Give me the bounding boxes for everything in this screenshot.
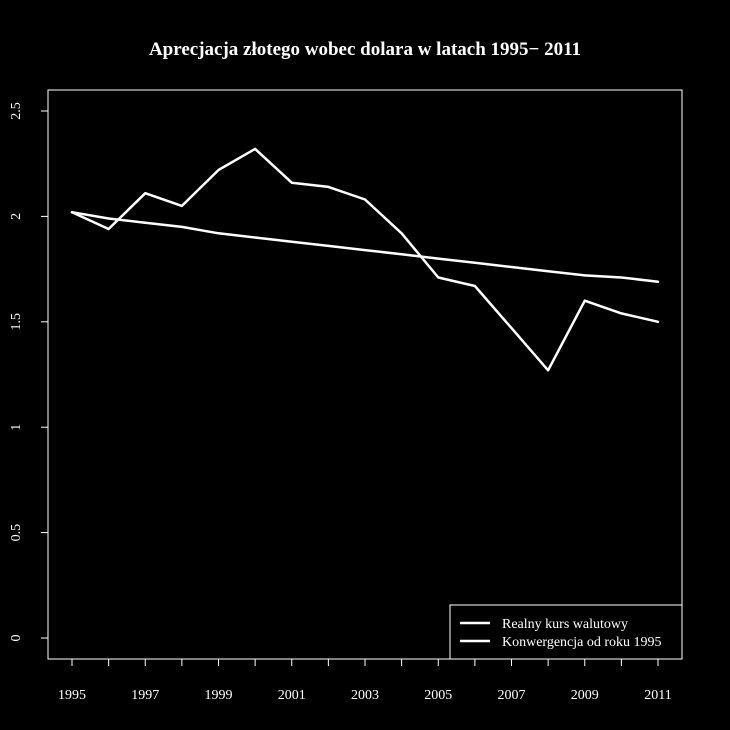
- x-tick-label: 2005: [424, 688, 452, 703]
- y-tick-label: 0: [9, 635, 24, 642]
- x-tick-label: 2009: [571, 688, 599, 703]
- x-tick-label: 1997: [131, 688, 159, 703]
- x-tick-label: 1999: [205, 688, 233, 703]
- y-tick-label: 2.5: [9, 102, 24, 120]
- y-tick-label: 2: [9, 213, 24, 220]
- y-tick-label: 1.5: [9, 313, 24, 331]
- series-layer: [70, 147, 660, 372]
- x-tick-label: 2011: [644, 688, 671, 703]
- series-line-konwergencja: [70, 210, 660, 283]
- y-tick-label: 0.5: [9, 524, 24, 542]
- x-tick-label: 2003: [351, 688, 379, 703]
- x-tick-label: 1995: [58, 688, 86, 703]
- y-axis: 0 0.5 1 1.5 2 2.5: [9, 102, 48, 642]
- y-tick-label: 1: [9, 424, 24, 431]
- series-line-realny-kurs: [70, 147, 660, 372]
- legend: Realny kurs walutowy Konwergencja od rok…: [449, 604, 683, 660]
- legend-box: [449, 604, 683, 660]
- legend-label-realny-kurs: Realny kurs walutowy: [502, 617, 628, 632]
- chart-title: Aprecjacja złotego wobec dolara w latach…: [149, 39, 581, 60]
- legend-label-konwergencja: Konwergencja od roku 1995: [502, 635, 662, 650]
- x-tick-label: 2001: [278, 688, 306, 703]
- x-tick-label: 2007: [498, 688, 526, 703]
- x-axis: 1995 1997 1999 2001 2003 2005 2007 2009 2011: [58, 659, 672, 703]
